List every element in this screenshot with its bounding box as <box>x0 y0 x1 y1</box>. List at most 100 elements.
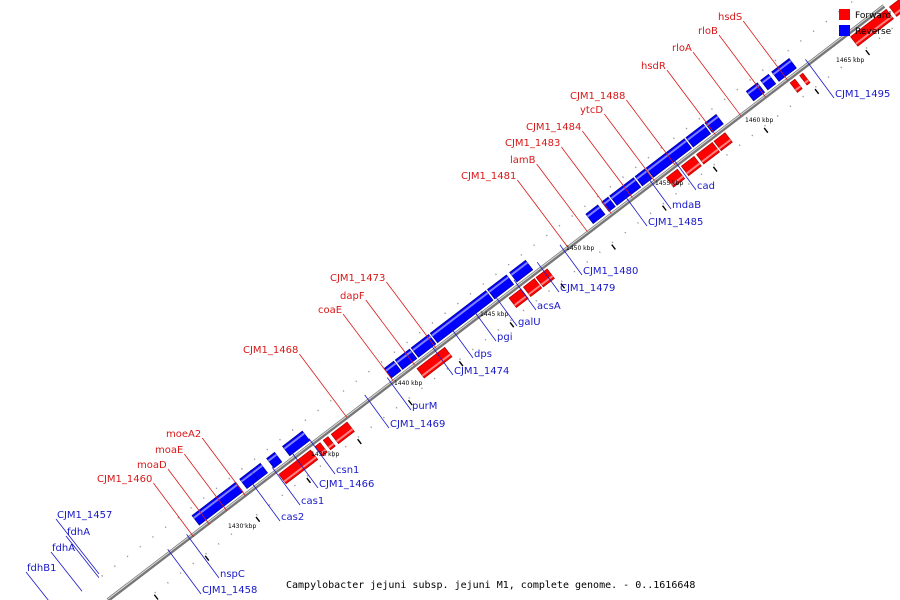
gene-label-cas2[interactable]: cas2 <box>281 512 304 523</box>
gene-label-CJM1_1485[interactable]: CJM1_1485 <box>648 217 703 228</box>
legend-reverse-swatch <box>839 25 850 36</box>
minor-tick <box>382 416 385 419</box>
legend-reverse-label: Reverse <box>855 27 892 37</box>
gene-label-CJM1_1484[interactable]: CJM1_1484 <box>526 122 581 133</box>
gene-label-CJM1_1481[interactable]: CJM1_1481 <box>461 171 516 182</box>
minor-tick <box>255 513 258 516</box>
gene-label-CJM1_1495[interactable]: CJM1_1495 <box>835 89 890 100</box>
minor-tick <box>814 85 817 88</box>
minor-tick <box>586 260 589 263</box>
minor-tick <box>558 224 561 227</box>
gene-label-CJM1_1458[interactable]: CJM1_1458 <box>202 585 257 596</box>
major-tick <box>560 283 566 289</box>
gene-block-highlight <box>795 85 801 91</box>
minor-tick <box>571 215 574 217</box>
minor-tick <box>253 458 256 461</box>
label-leader-line <box>647 177 672 210</box>
minor-tick <box>611 241 614 244</box>
gene-label-cas1[interactable]: cas1 <box>301 496 324 507</box>
gene-label-fdhA-2[interactable]: fdhA <box>67 527 90 538</box>
gene-label-galU[interactable]: galU <box>518 317 541 328</box>
gene-label-pgi[interactable]: pgi <box>497 332 512 343</box>
minor-tick <box>622 176 624 179</box>
gene-label-CJM1_1480[interactable]: CJM1_1480 <box>583 266 638 277</box>
minor-tick <box>240 467 243 470</box>
gene-block-highlight <box>488 276 509 293</box>
gene-label-fdhA-1[interactable]: fdhA <box>52 543 75 554</box>
minor-tick <box>332 455 334 458</box>
minor-tick <box>166 581 169 584</box>
label-leader-line <box>517 179 568 248</box>
gene-block-highlight <box>855 15 893 45</box>
gene-block-highlight <box>671 175 684 186</box>
gene-label-ytcD[interactable]: ytcD <box>580 105 603 116</box>
gene-label-rloB[interactable]: rloB <box>698 26 718 37</box>
minor-tick <box>596 195 599 198</box>
label-leader-line <box>692 51 741 116</box>
minor-tick <box>471 348 474 351</box>
reverse-gene-block[interactable] <box>609 177 642 206</box>
minor-tick <box>177 516 180 519</box>
gene-label-CJM1_1488[interactable]: CJM1_1488 <box>570 91 625 102</box>
gene-label-csn1[interactable]: csn1 <box>336 465 359 476</box>
gene-label-cad[interactable]: cad <box>697 181 715 192</box>
minor-tick <box>279 438 281 441</box>
gene-label-purM[interactable]: purM <box>412 401 437 412</box>
minor-tick <box>459 358 462 361</box>
gene-label-CJM1_1469[interactable]: CJM1_1469 <box>390 419 445 430</box>
minor-tick <box>101 574 104 577</box>
forward-gene-block[interactable] <box>799 72 811 86</box>
minor-tick <box>609 185 612 188</box>
gene-label-acsA[interactable]: acsA <box>537 301 561 312</box>
minor-tick <box>431 322 434 324</box>
gene-label-hsdR[interactable]: hsdR <box>641 61 666 72</box>
reverse-gene-block[interactable] <box>486 274 515 300</box>
gene-label-CJM1_1468[interactable]: CJM1_1468 <box>243 345 298 356</box>
forward-gene-block[interactable] <box>416 346 453 379</box>
gene-label-CJM1_1473[interactable]: CJM1_1473 <box>330 273 385 284</box>
gene-label-CJM1_1479[interactable]: CJM1_1479 <box>560 283 615 294</box>
label-leader-line <box>308 438 336 475</box>
gene-label-dapF[interactable]: dapF <box>340 291 365 302</box>
gene-label-moeA2[interactable]: moeA2 <box>166 429 201 440</box>
gene-label-CJM1_1466[interactable]: CJM1_1466 <box>319 479 374 490</box>
gene-label-fdhB1[interactable]: fdhB1 <box>27 563 56 574</box>
kbp-label-1465: 1465 kbp <box>836 57 864 64</box>
gene-block-highlight <box>647 140 687 172</box>
gene-block-highlight <box>412 336 432 351</box>
label-leader-line <box>153 482 194 538</box>
gene-label-nspC[interactable]: nspC <box>220 569 245 580</box>
minor-tick <box>749 78 752 81</box>
gene-label-moaE[interactable]: moaE <box>155 445 183 456</box>
gene-label-lamB[interactable]: lamB <box>510 155 536 166</box>
minor-tick <box>357 435 360 438</box>
label-leader-line <box>626 99 676 166</box>
gene-label-CJM1_1460[interactable]: CJM1_1460 <box>97 474 152 485</box>
minor-tick <box>738 144 741 147</box>
minor-tick <box>850 1 853 4</box>
minor-tick <box>421 387 423 390</box>
kbp-label-1440: 1440 kbp <box>394 380 422 387</box>
minor-tick <box>113 565 116 568</box>
reverse-gene-block[interactable] <box>282 430 311 457</box>
gene-label-CJM1_1474[interactable]: CJM1_1474 <box>454 366 509 377</box>
minor-tick <box>126 555 129 558</box>
gene-label-coaE[interactable]: coaE <box>318 305 342 316</box>
gene-label-CJM1_1483[interactable]: CJM1_1483 <box>505 138 560 149</box>
gene-label-moaD[interactable]: moaD <box>137 460 167 471</box>
legend: Forward Reverse <box>839 9 892 37</box>
gene-label-dps[interactable]: dps <box>474 349 492 360</box>
label-leader-line <box>666 69 716 135</box>
gene-label-CJM1_1457[interactable]: CJM1_1457 <box>57 510 112 521</box>
minor-tick <box>647 156 650 159</box>
minor-tick <box>840 66 843 69</box>
gene-label-rloA[interactable]: rloA <box>672 43 692 54</box>
minor-tick <box>548 290 550 293</box>
gene-block-highlight <box>610 179 636 200</box>
minor-tick <box>764 124 766 127</box>
gene-label-hsdS[interactable]: hsdS <box>718 12 742 23</box>
label-leader-line <box>167 468 210 525</box>
gene-label-mdaB[interactable]: mdaB <box>672 200 701 211</box>
gene-block-highlight <box>336 428 354 443</box>
